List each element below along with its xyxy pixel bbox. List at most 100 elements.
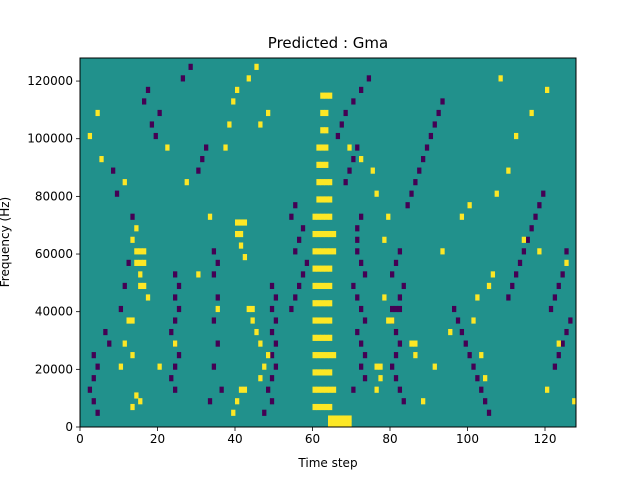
heatmap-cell bbox=[95, 409, 100, 416]
x-axis-label: Time step bbox=[297, 456, 357, 470]
heatmap-cell bbox=[184, 179, 189, 186]
heatmap-cell bbox=[320, 179, 325, 186]
heatmap-cell bbox=[238, 230, 244, 238]
heatmap-cell bbox=[107, 340, 112, 347]
heatmap-cell bbox=[343, 179, 348, 186]
heatmap-cell bbox=[490, 271, 496, 278]
heatmap-cell bbox=[556, 282, 561, 290]
heatmap-cell bbox=[355, 236, 360, 243]
heatmap-cell bbox=[242, 386, 248, 393]
heatmap-cell bbox=[324, 403, 329, 411]
heatmap-cell bbox=[300, 271, 306, 278]
heatmap-cell bbox=[320, 369, 325, 376]
heatmap-cell bbox=[514, 132, 519, 140]
heatmap-cell bbox=[266, 352, 271, 359]
heatmap-cell bbox=[455, 317, 461, 324]
heatmap-cell bbox=[324, 230, 329, 238]
heatmap-cell bbox=[459, 213, 465, 220]
heatmap-cell bbox=[362, 352, 368, 359]
x-tick-label: 0 bbox=[76, 432, 84, 446]
heatmap-cell bbox=[316, 386, 321, 393]
heatmap-cell bbox=[169, 375, 174, 382]
heatmap-cell bbox=[130, 213, 135, 220]
heatmap-cell bbox=[126, 317, 131, 324]
heatmap-cell bbox=[320, 127, 325, 134]
heatmap-cell bbox=[359, 305, 364, 313]
heatmap-cell bbox=[316, 248, 321, 255]
heatmap-cell bbox=[316, 282, 321, 290]
heatmap-cell bbox=[320, 248, 325, 255]
heatmap-cell bbox=[517, 259, 523, 266]
heatmap-cell bbox=[541, 190, 546, 197]
heatmap-cell bbox=[545, 86, 550, 93]
heatmap-cell bbox=[269, 282, 275, 290]
heatmap-cell bbox=[320, 282, 325, 290]
heatmap-cell bbox=[359, 156, 364, 163]
heatmap-cell bbox=[145, 294, 151, 301]
heatmap-cell bbox=[320, 317, 325, 324]
heatmap-cell bbox=[130, 236, 135, 243]
heatmap-cell bbox=[176, 305, 182, 313]
heatmap-cell bbox=[320, 300, 325, 307]
heatmap-cell bbox=[138, 398, 143, 405]
heatmap-cell bbox=[397, 386, 403, 393]
heatmap-cell bbox=[436, 109, 441, 117]
heatmap-cell bbox=[560, 271, 565, 278]
heatmap-cell bbox=[289, 305, 294, 313]
heatmap-cell bbox=[103, 328, 108, 336]
heatmap-cell bbox=[320, 230, 325, 238]
heatmap-cell bbox=[409, 190, 414, 197]
heatmap-cell bbox=[486, 282, 492, 290]
heatmap-cell bbox=[529, 109, 534, 117]
x-tick-label: 80 bbox=[382, 432, 397, 446]
heatmap-cell bbox=[173, 294, 178, 301]
heatmap-cell bbox=[328, 352, 333, 359]
heatmap-cell bbox=[91, 375, 96, 382]
heatmap-cell bbox=[173, 317, 178, 324]
heatmap-cell bbox=[397, 305, 403, 313]
heatmap-cell bbox=[293, 202, 298, 209]
heatmap-cell bbox=[173, 271, 178, 278]
heatmap-cell bbox=[359, 363, 364, 370]
heatmap-cell bbox=[238, 386, 244, 393]
heatmap-cell bbox=[138, 271, 143, 278]
heatmap-cell bbox=[521, 236, 527, 243]
heatmap-cell bbox=[312, 334, 317, 341]
heatmap-cell bbox=[339, 421, 344, 428]
heatmap-cell bbox=[258, 375, 263, 382]
heatmap-cell bbox=[180, 75, 186, 82]
heatmap-cell bbox=[173, 363, 178, 370]
heatmap-cell bbox=[231, 409, 236, 416]
y-tick-label: 80000 bbox=[35, 189, 73, 203]
heatmap-cell bbox=[196, 167, 201, 174]
y-tick-label: 20000 bbox=[35, 362, 73, 376]
heatmap-cell bbox=[324, 334, 329, 341]
heatmap-cell bbox=[254, 63, 259, 70]
heatmap-cell bbox=[122, 282, 127, 290]
heatmap-cell bbox=[293, 248, 298, 255]
heatmap-cell bbox=[235, 398, 240, 405]
heatmap-cell bbox=[374, 190, 379, 197]
heatmap-cell bbox=[328, 213, 333, 220]
heatmap-cell bbox=[219, 386, 224, 393]
heatmap-cell bbox=[297, 236, 302, 243]
heatmap-cell bbox=[343, 109, 348, 117]
heatmap-cell bbox=[91, 352, 96, 359]
heatmap-cell bbox=[320, 196, 325, 203]
heatmap-cell bbox=[393, 328, 399, 336]
x-axis: 0 20 40 60 80 100 120 bbox=[76, 427, 556, 446]
heatmap-cell bbox=[552, 363, 558, 370]
heatmap-cell bbox=[440, 98, 445, 105]
heatmap-cell bbox=[366, 75, 372, 82]
heatmap-cell bbox=[475, 375, 480, 382]
heatmap-cell bbox=[378, 375, 383, 382]
chart-title: Predicted : Gma bbox=[268, 34, 388, 52]
y-tick-label: 0 bbox=[65, 420, 73, 434]
heatmap-cell bbox=[316, 369, 321, 376]
heatmap-cell bbox=[215, 340, 220, 347]
heatmap-cell bbox=[324, 196, 329, 203]
heatmap-cell bbox=[126, 259, 131, 266]
heatmap-cell bbox=[320, 92, 325, 99]
